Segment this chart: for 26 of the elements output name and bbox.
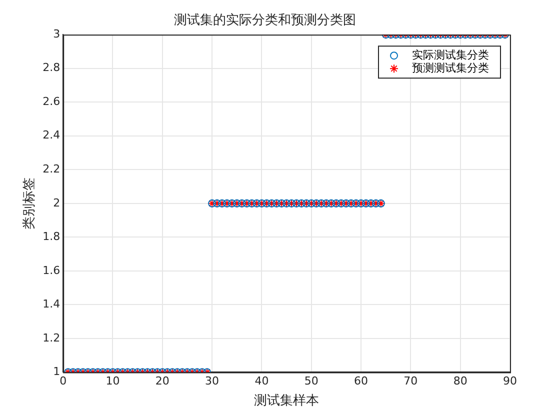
y-tick-label: 2.2 (42, 162, 60, 176)
x-tick-label: 60 (354, 374, 368, 388)
x-tick-label: 10 (106, 374, 120, 388)
y-tick-label: 1.2 (42, 331, 60, 344)
x-axis-title: 测试集样本 (254, 394, 320, 409)
y-tick-label: 3 (53, 27, 60, 40)
x-tick-label: 90 (503, 374, 517, 388)
x-tick-label: 20 (155, 374, 170, 388)
x-tick-label: 0 (60, 374, 67, 388)
y-tick-label: 1.6 (42, 264, 60, 277)
y-tick-label: 2.4 (42, 128, 60, 142)
y-tick-label: 1.8 (42, 230, 60, 244)
y-tick-label: 1 (53, 365, 60, 378)
y-axis-title: 类别标签 (22, 177, 38, 230)
chart-title: 测试集的实际分类和预测分类图 (174, 13, 356, 28)
x-tick-label: 50 (304, 374, 318, 388)
y-tick-label: 1.4 (42, 298, 60, 311)
y-tick-label: 2.6 (42, 94, 60, 108)
legend-label: 实际测试集分类 (412, 48, 489, 62)
y-tick-label: 2 (53, 196, 60, 210)
x-tick-label: 40 (254, 374, 269, 388)
y-tick-label: 2.8 (42, 61, 60, 74)
legend-label: 预测测试集分类 (412, 61, 489, 74)
x-tick-label: 80 (453, 374, 468, 388)
x-tick-label: 30 (205, 374, 220, 388)
x-tick-label: 70 (404, 374, 418, 388)
